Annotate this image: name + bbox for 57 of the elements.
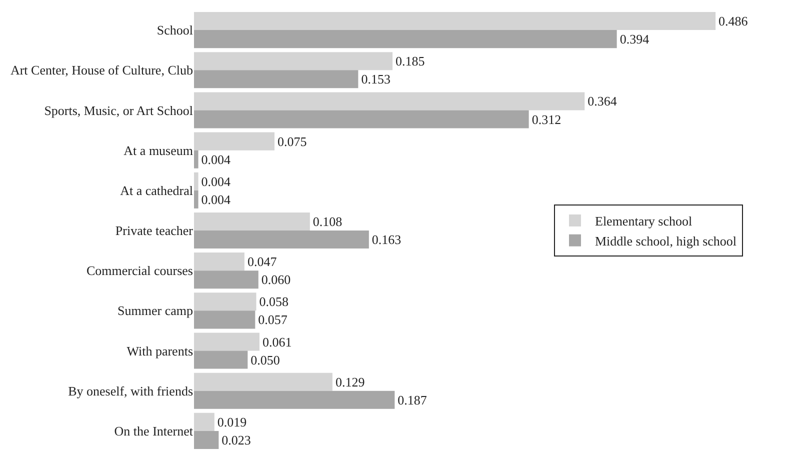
data-label: 0.061: [262, 334, 292, 350]
bar: [194, 430, 219, 449]
data-label: 0.075: [277, 134, 307, 149]
bar: [194, 292, 256, 311]
bar: [194, 230, 369, 249]
bar: [194, 92, 585, 110]
bar: [194, 212, 310, 230]
data-label: 0.004: [201, 174, 232, 189]
y-tick-label: Summer camp: [118, 303, 193, 318]
bar: [194, 252, 244, 271]
y-tick-label: On the Internet: [114, 424, 194, 438]
bar: [194, 70, 358, 88]
data-label: 0.060: [261, 272, 291, 288]
bar: [194, 350, 248, 369]
bar: [194, 172, 198, 190]
bar: [194, 412, 214, 431]
data-label: 0.187: [398, 392, 428, 408]
data-label: 0.047: [247, 254, 278, 270]
bar: [194, 110, 529, 128]
bar: [194, 52, 393, 70]
data-label: 0.108: [312, 214, 342, 229]
y-tick-label: At a cathedral: [120, 182, 194, 198]
bar: [194, 372, 332, 391]
data-label: 0.394: [620, 32, 650, 47]
bar: [194, 12, 716, 30]
data-label: 0.050: [250, 352, 280, 368]
bar: [194, 270, 258, 289]
data-label: 0.057: [258, 312, 288, 328]
data-label: 0.004: [201, 192, 232, 207]
bar: [194, 390, 395, 409]
data-label: 0.058: [259, 294, 288, 310]
y-tick-label: With parents: [126, 343, 193, 358]
data-label: 0.129: [335, 374, 365, 390]
y-tick-label: By oneself, with friends: [68, 383, 193, 398]
data-label: 0.486: [718, 14, 748, 29]
y-tick-label: Private teacher: [115, 223, 194, 238]
y-tick-label: Commercial courses: [86, 263, 193, 278]
data-label: 0.153: [361, 72, 390, 87]
y-tick-label: Art Center, House of Culture, Club: [10, 62, 193, 78]
data-label: 0.185: [396, 54, 425, 69]
bar: [194, 30, 617, 48]
bar: [194, 190, 198, 208]
legend-label: Middle school, high school: [595, 233, 737, 248]
y-tick-label: School: [156, 22, 194, 38]
data-label: 0.023: [222, 432, 251, 448]
y-tick-label: At a museum: [124, 142, 193, 158]
data-label: 0.019: [217, 414, 247, 430]
bar: [194, 310, 256, 329]
data-label: 0.364: [588, 94, 618, 109]
data-label: 0.163: [372, 232, 402, 248]
bar: [194, 332, 260, 351]
data-label: 0.004: [201, 152, 232, 167]
bar: [194, 132, 274, 150]
bar: [194, 150, 198, 168]
y-tick-label: Sports, Music, or Art School: [44, 102, 194, 118]
legend-label: Elementary school: [595, 214, 692, 229]
data-label: 0.312: [532, 112, 562, 127]
